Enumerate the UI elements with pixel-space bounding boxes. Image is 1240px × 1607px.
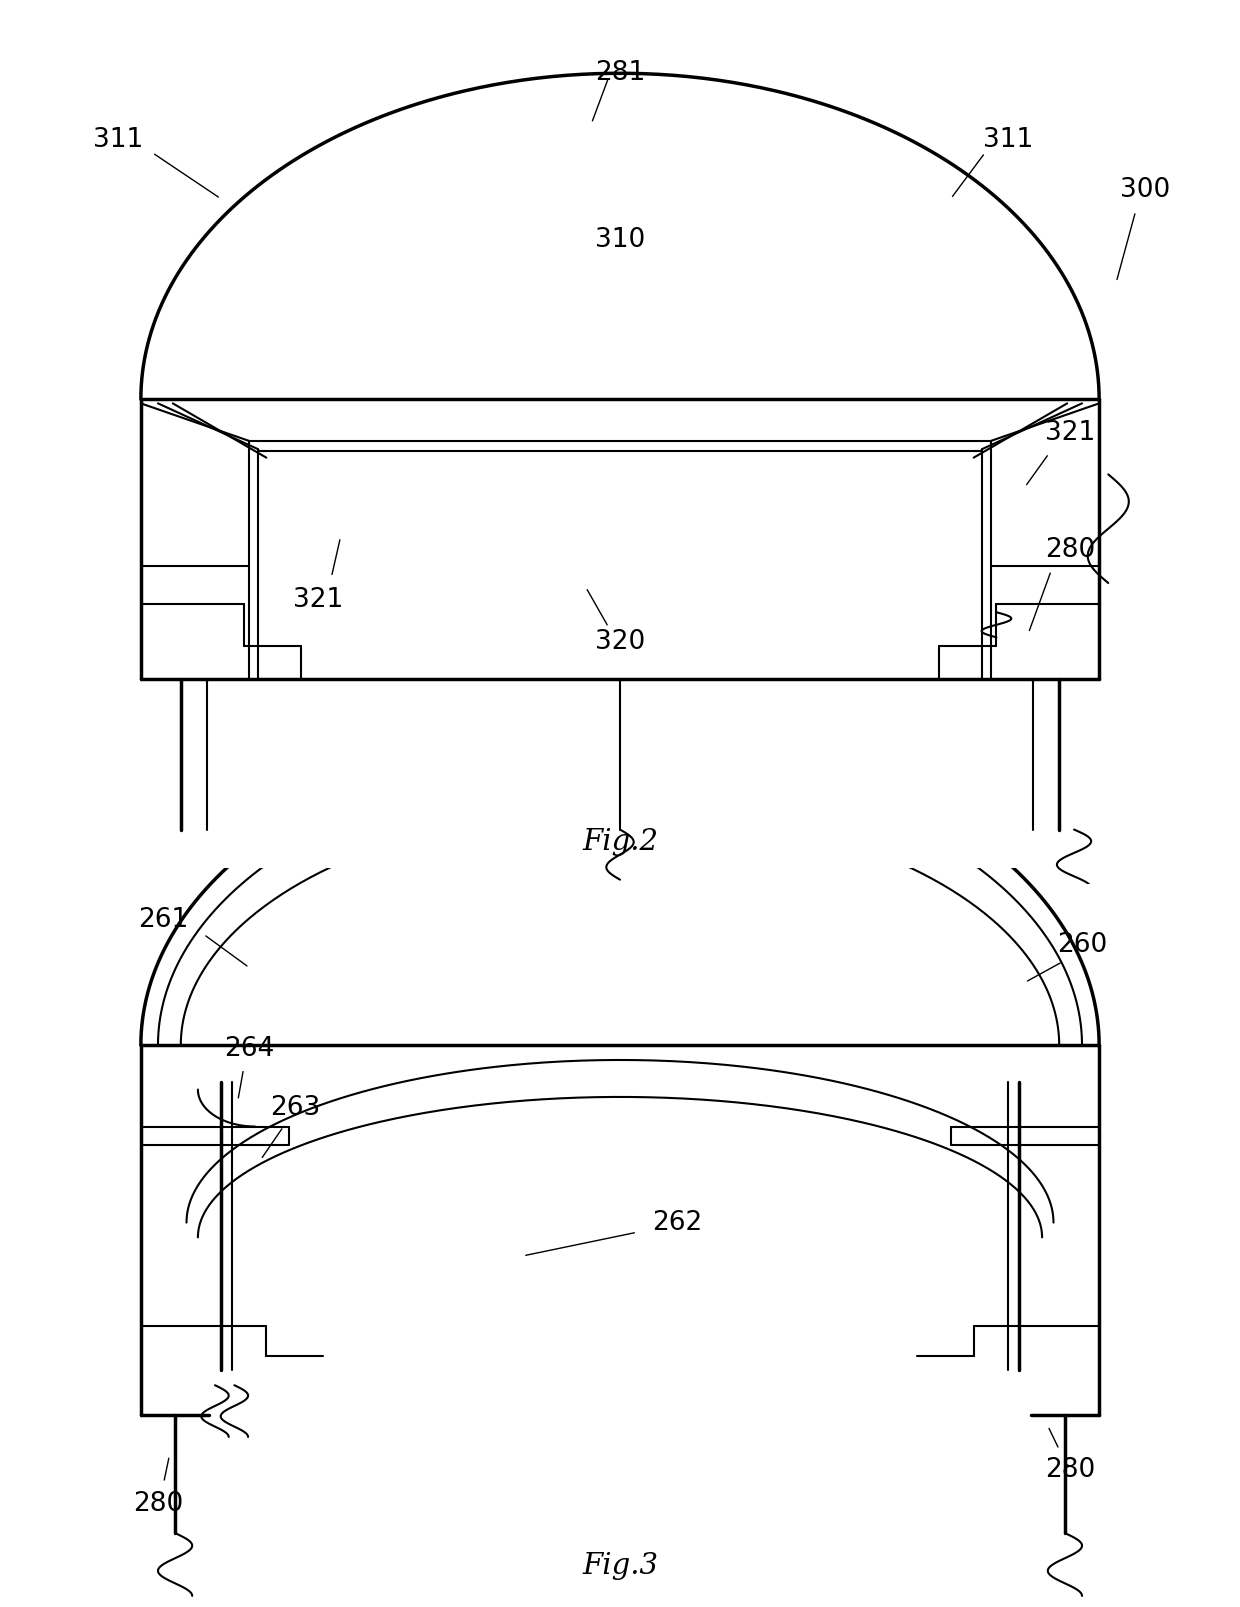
Text: 321: 321: [293, 587, 342, 612]
Text: 311: 311: [93, 127, 143, 153]
Text: 280: 280: [133, 1491, 184, 1517]
Text: 281: 281: [595, 61, 645, 87]
Text: 264: 264: [224, 1037, 274, 1062]
Text: Fig.3: Fig.3: [582, 1552, 658, 1580]
Text: 260: 260: [1056, 932, 1107, 958]
Text: 300: 300: [1120, 177, 1169, 202]
Text: 311: 311: [983, 127, 1033, 153]
Text: 320: 320: [595, 628, 645, 654]
Text: 280: 280: [1045, 537, 1096, 562]
Text: 310: 310: [595, 228, 645, 254]
Text: 261: 261: [139, 906, 188, 932]
Text: 263: 263: [270, 1094, 320, 1122]
Text: Fig.2: Fig.2: [582, 828, 658, 857]
Text: 280: 280: [1045, 1458, 1096, 1483]
Text: 321: 321: [1045, 419, 1096, 445]
Text: 262: 262: [652, 1210, 702, 1236]
